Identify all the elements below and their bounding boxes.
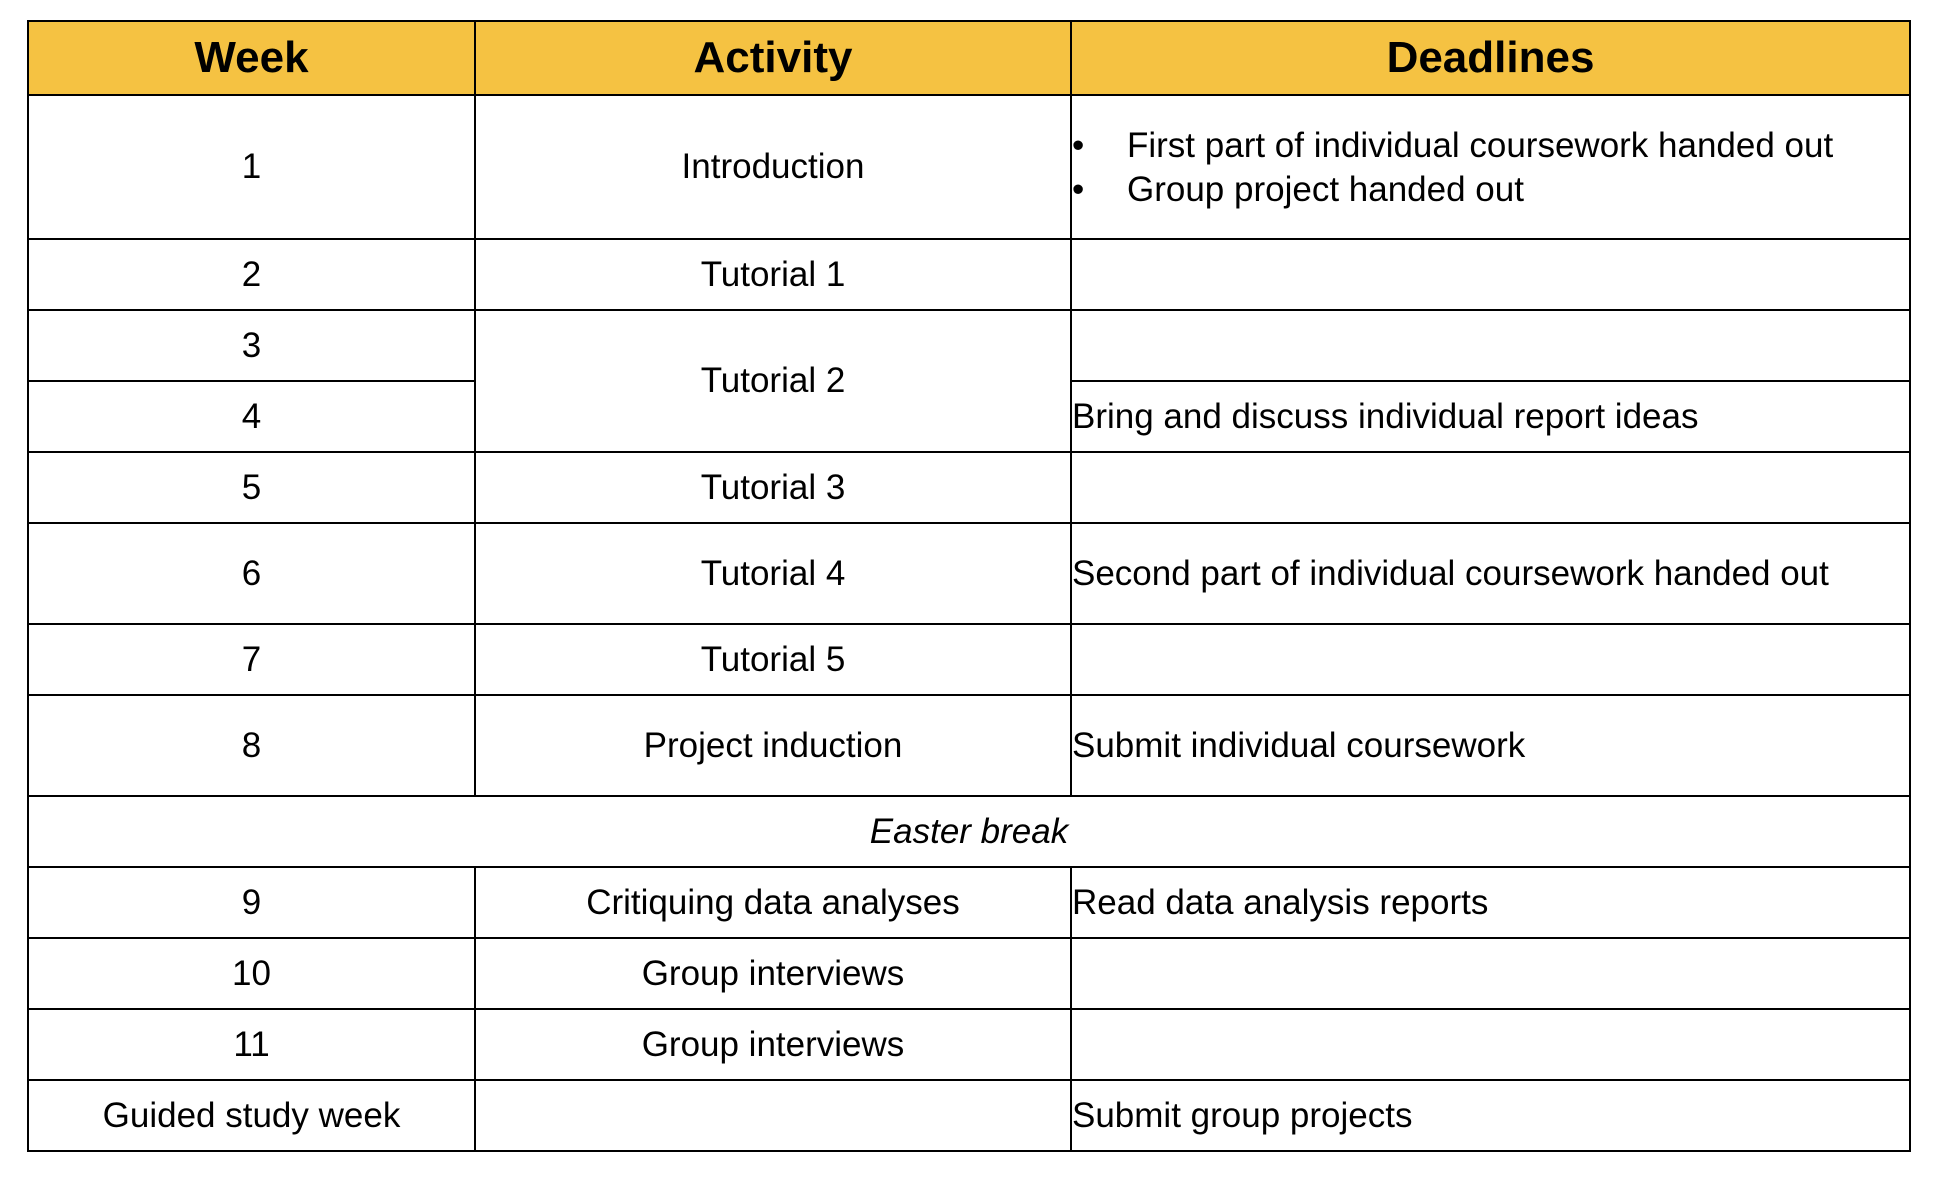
table-row: 1 Introduction • First part of individual…: [27, 94, 1911, 240]
week-cell: 9: [27, 866, 476, 939]
table-row: 11 Group interviews: [27, 1008, 1911, 1081]
break-label: Easter break: [27, 795, 1911, 868]
list-item: • Group project handed out: [1072, 168, 1909, 212]
activity-cell: Tutorial 3: [474, 451, 1072, 524]
header-row: Week Activity Deadlines: [27, 20, 1911, 96]
week-cell: 8: [27, 694, 476, 797]
activity-cell: Group interviews: [474, 937, 1072, 1010]
bullet-icon: •: [1072, 126, 1085, 165]
week-cell: 1: [27, 94, 476, 240]
deadline-text: Group project handed out: [1127, 170, 1524, 209]
activity-cell: Tutorial 5: [474, 623, 1072, 696]
table-row: 5 Tutorial 3: [27, 451, 1911, 524]
deadline-cell: [1070, 309, 1911, 382]
activity-cell: [474, 1079, 1072, 1152]
deadline-cell: [1070, 937, 1911, 1010]
table-row: 3 Tutorial 2: [27, 309, 1911, 453]
list-item: • First part of individual coursework han…: [1072, 124, 1909, 168]
activity-cell: Tutorial 1: [474, 238, 1072, 311]
activity-cell: Introduction: [474, 94, 1072, 240]
table-row: 6 Tutorial 4 Second part of individual c…: [27, 522, 1911, 625]
table-row: 7 Tutorial 5: [27, 623, 1911, 696]
deadline-cell: • First part of individual coursework han…: [1070, 94, 1911, 240]
week-cell: 6: [27, 522, 476, 625]
deadline-cell: [1070, 623, 1911, 696]
week-cell: 11: [27, 1008, 476, 1081]
week-cell: 2: [27, 238, 476, 311]
deadline-list: • First part of individual coursework han…: [1072, 96, 1909, 212]
deadline-cell: Read data analysis reports: [1070, 866, 1911, 939]
bullet-icon: •: [1072, 170, 1085, 209]
break-row: Easter break: [27, 795, 1911, 868]
week-cell: 7: [27, 623, 476, 696]
activity-cell: Project induction: [474, 694, 1072, 797]
activity-cell: Tutorial 4: [474, 522, 1072, 625]
deadline-cell: Submit individual coursework: [1070, 694, 1911, 797]
week-cell: Guided study week: [27, 1079, 476, 1152]
deadline-cell: [1070, 1008, 1911, 1081]
activity-cell: Tutorial 2: [474, 309, 1072, 453]
activity-cell: Critiquing data analyses: [474, 866, 1072, 939]
week-cell: 3: [27, 309, 476, 382]
table-row: 2 Tutorial 1: [27, 238, 1911, 311]
deadline-text: First part of individual coursework hand…: [1127, 126, 1834, 165]
schedule-table: Week Activity Deadlines 1 Introduction •…: [27, 20, 1911, 1152]
week-cell: 10: [27, 937, 476, 1010]
table-row: Guided study week Submit group projects: [27, 1079, 1911, 1152]
deadline-cell: [1070, 238, 1911, 311]
week-cell: 5: [27, 451, 476, 524]
header-activity: Activity: [474, 20, 1072, 96]
deadline-cell: Second part of individual coursework han…: [1070, 522, 1911, 625]
header-deadlines: Deadlines: [1070, 20, 1911, 96]
table-row: 8 Project induction Submit individual co…: [27, 694, 1911, 797]
table-row: 10 Group interviews: [27, 937, 1911, 1010]
table-row: 4 Bring and discuss individual report id…: [27, 380, 1911, 453]
deadline-cell: Bring and discuss individual report idea…: [1070, 380, 1911, 453]
activity-cell: Group interviews: [474, 1008, 1072, 1081]
deadline-cell: [1070, 451, 1911, 524]
header-week: Week: [27, 20, 476, 96]
week-cell: 4: [27, 380, 476, 453]
table-row: 9 Critiquing data analyses Read data ana…: [27, 866, 1911, 939]
deadline-cell: Submit group projects: [1070, 1079, 1911, 1152]
